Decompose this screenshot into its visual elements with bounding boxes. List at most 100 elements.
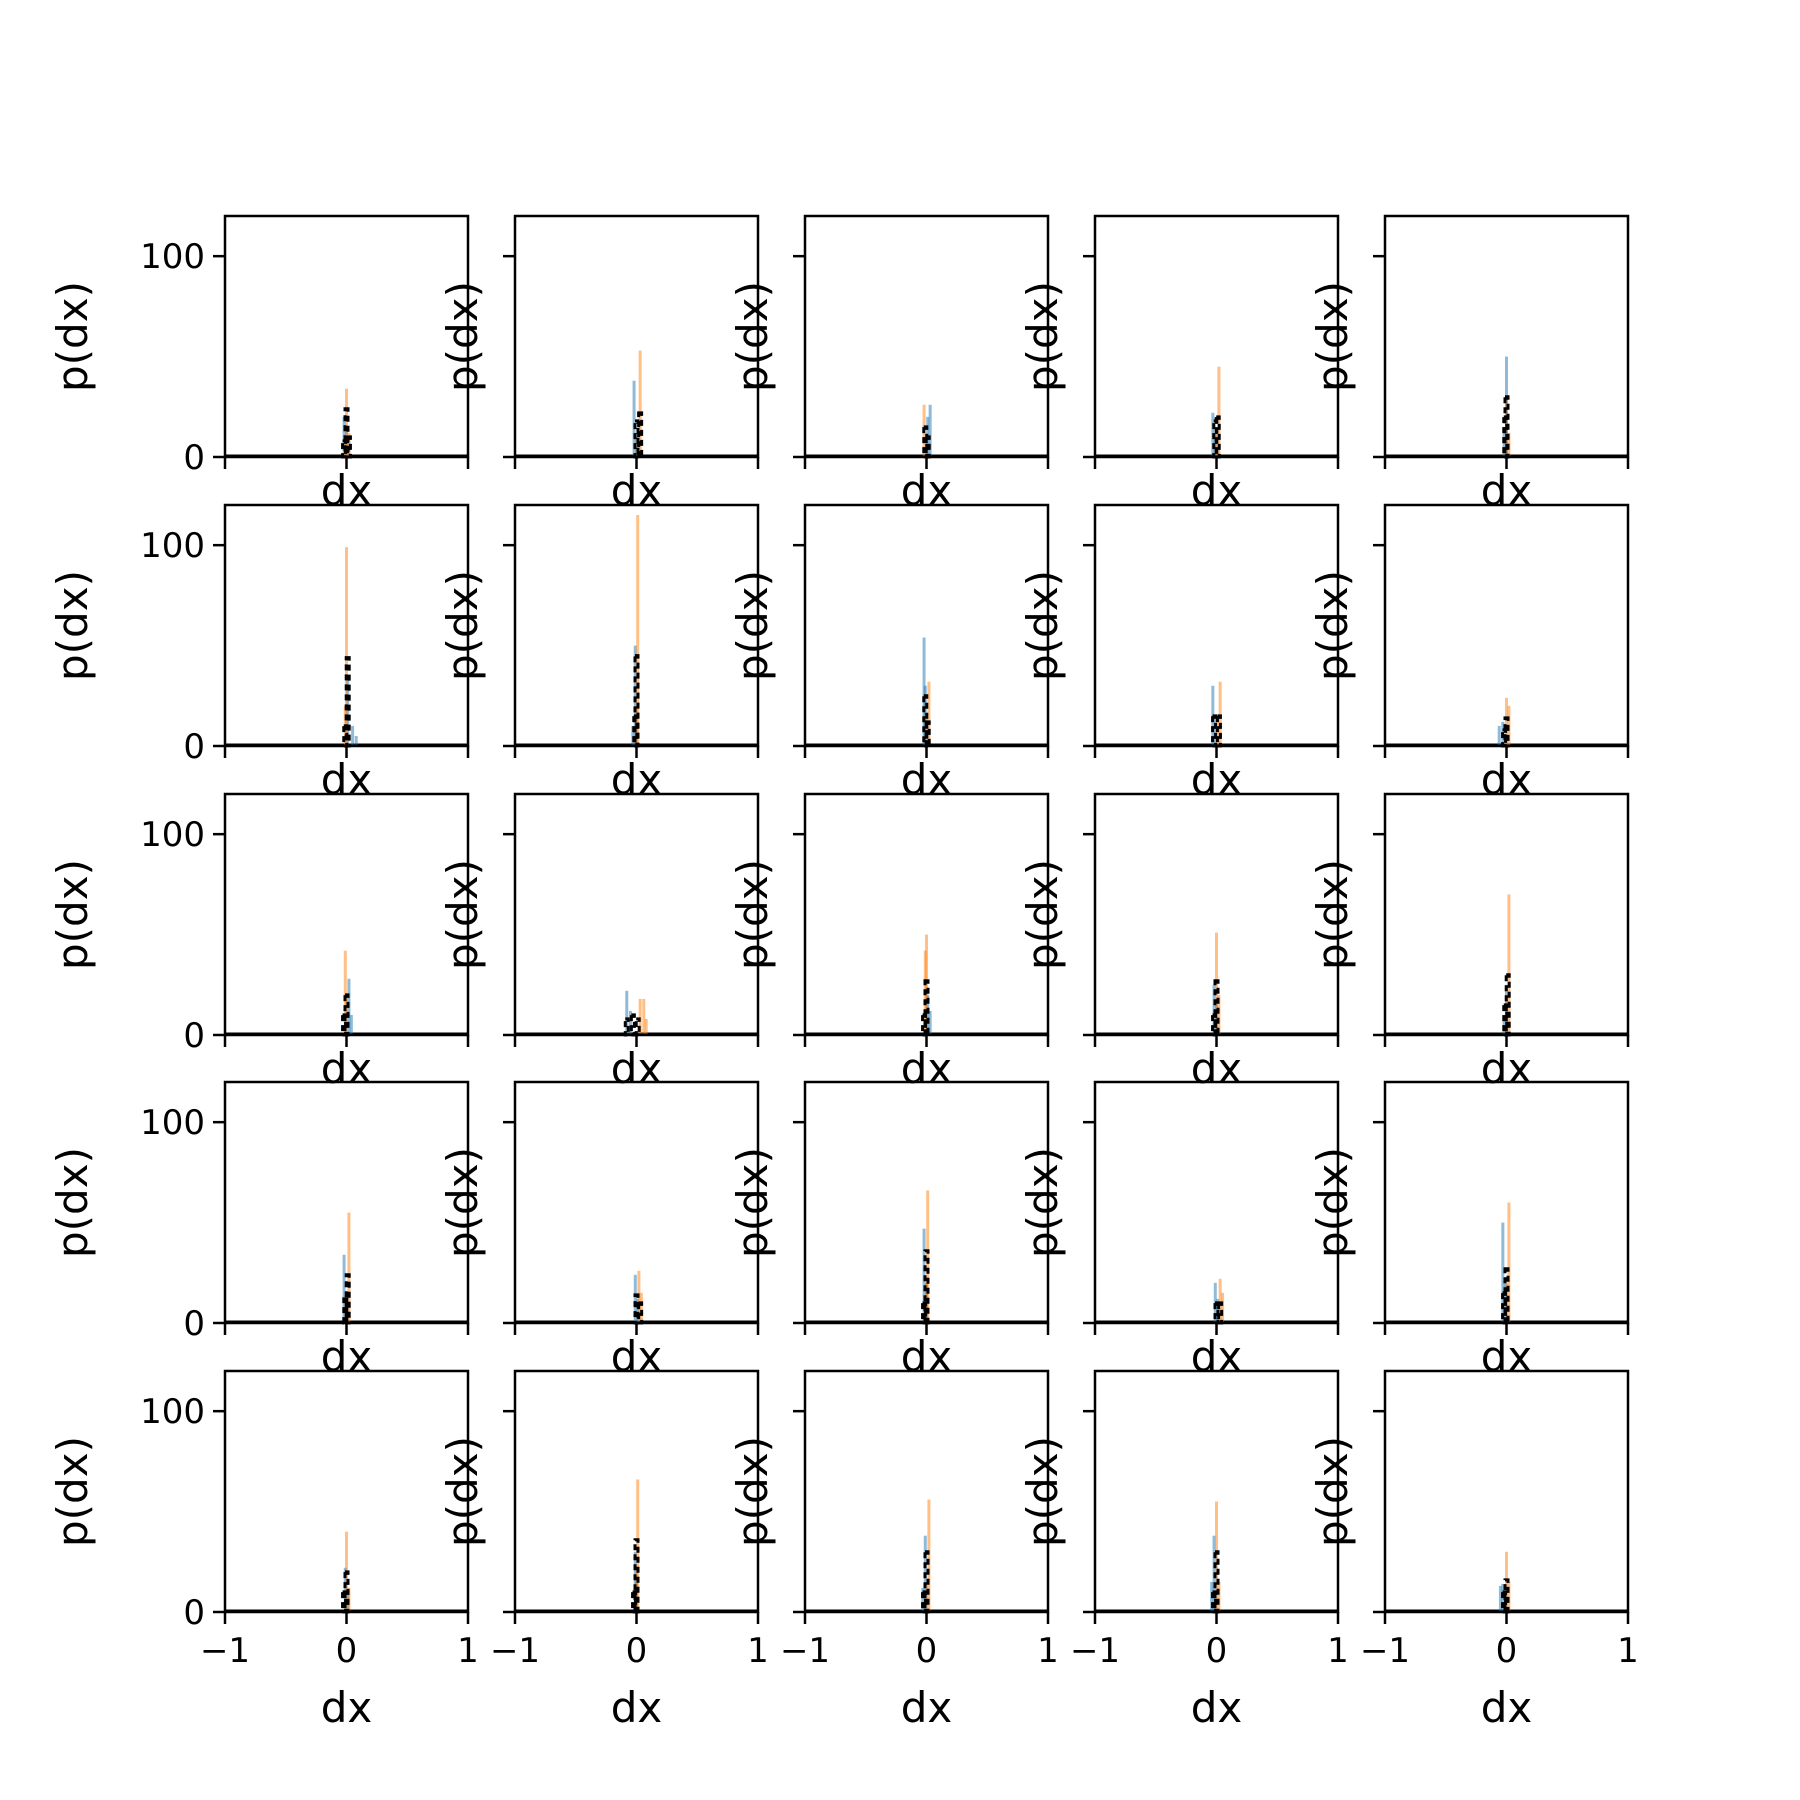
x-tick-label: −1 bbox=[1070, 1631, 1120, 1671]
y-axis-label: p(dx) bbox=[728, 1147, 777, 1258]
histogram-bar-orange bbox=[1507, 894, 1511, 1035]
y-axis-label: p(dx) bbox=[1308, 281, 1357, 392]
y-axis-label: p(dx) bbox=[728, 859, 777, 970]
x-axis-label: dx bbox=[1191, 1332, 1243, 1381]
histogram-bar-orange bbox=[1507, 1202, 1511, 1323]
y-axis-label: p(dx) bbox=[438, 570, 487, 681]
y-axis-label: p(dx) bbox=[1308, 570, 1357, 681]
histogram-bar-blue bbox=[1497, 725, 1501, 746]
x-axis-label: dx bbox=[1191, 1683, 1243, 1732]
x-tick-label: 1 bbox=[457, 1631, 479, 1671]
y-axis-label: p(dx) bbox=[1018, 281, 1067, 392]
y-axis-label: p(dx) bbox=[1018, 1436, 1067, 1547]
histogram-bar-orange bbox=[1215, 432, 1218, 457]
x-axis-label: dx bbox=[321, 1683, 373, 1732]
x-axis-label: dx bbox=[1481, 466, 1533, 515]
y-tick-label: 100 bbox=[140, 526, 205, 566]
x-axis-label: dx bbox=[611, 1683, 663, 1732]
y-axis-label: p(dx) bbox=[438, 859, 487, 970]
histogram-bar-orange bbox=[1218, 681, 1222, 746]
histogram-bar-blue bbox=[1501, 1222, 1505, 1323]
histogram-bar-orange bbox=[1218, 1278, 1222, 1323]
x-tick-label: 0 bbox=[1206, 1631, 1228, 1671]
histogram-bar-orange bbox=[639, 1292, 643, 1323]
histogram-bar-orange bbox=[642, 998, 646, 1035]
x-tick-label: −1 bbox=[490, 1631, 540, 1671]
histogram-bar-blue bbox=[631, 725, 635, 746]
y-tick-label: 0 bbox=[183, 1304, 205, 1344]
y-tick-label: 0 bbox=[183, 727, 205, 767]
x-axis-label: dx bbox=[1481, 1044, 1533, 1093]
x-axis-label: dx bbox=[611, 1044, 663, 1093]
histogram-bar-orange bbox=[636, 515, 640, 746]
histogram-bar-orange bbox=[345, 388, 348, 457]
x-axis-label: dx bbox=[321, 755, 373, 804]
y-axis-label: p(dx) bbox=[728, 1436, 777, 1547]
x-tick-label: 0 bbox=[916, 1631, 938, 1671]
x-axis-label: dx bbox=[1191, 1044, 1243, 1093]
histogram-bar-blue bbox=[928, 404, 932, 457]
x-axis-label: dx bbox=[321, 1044, 373, 1093]
x-axis-label: dx bbox=[1191, 466, 1243, 515]
y-axis-label: p(dx) bbox=[728, 570, 777, 681]
histogram-bar-blue bbox=[928, 1010, 932, 1035]
x-tick-label: 1 bbox=[1037, 1631, 1059, 1671]
histogram-bar-orange bbox=[644, 1018, 648, 1035]
y-tick-label: 0 bbox=[183, 438, 205, 478]
histogram-bar-blue bbox=[625, 990, 629, 1035]
histogram-bar-orange bbox=[345, 547, 348, 746]
y-axis-label: p(dx) bbox=[48, 1436, 97, 1547]
x-axis-label: dx bbox=[611, 466, 663, 515]
x-axis-label: dx bbox=[901, 755, 953, 804]
histogram-bar-orange bbox=[1505, 697, 1508, 746]
y-axis-label: p(dx) bbox=[1018, 570, 1067, 681]
histogram-bar-blue bbox=[921, 1587, 925, 1612]
x-tick-label: −1 bbox=[780, 1631, 830, 1671]
y-tick-label: 0 bbox=[183, 1016, 205, 1056]
x-axis-label: dx bbox=[611, 755, 663, 804]
histogram-bar-blue bbox=[351, 725, 355, 746]
y-axis-label: p(dx) bbox=[438, 1147, 487, 1258]
y-axis-label: p(dx) bbox=[1308, 1436, 1357, 1547]
histogram-bar-orange bbox=[926, 1190, 930, 1323]
histogram-bar-orange bbox=[1217, 1581, 1221, 1612]
y-axis-label: p(dx) bbox=[48, 281, 97, 392]
histogram-bar-orange bbox=[347, 1212, 351, 1323]
x-axis-label: dx bbox=[901, 1044, 953, 1093]
histogram-bar-orange bbox=[1217, 994, 1221, 1035]
histogram-bar-orange bbox=[1217, 366, 1221, 457]
histogram-bar-blue bbox=[632, 380, 636, 457]
y-axis-label: p(dx) bbox=[1018, 1147, 1067, 1258]
x-axis-label: dx bbox=[321, 466, 373, 515]
y-axis-label: p(dx) bbox=[438, 281, 487, 392]
y-axis-label: p(dx) bbox=[48, 570, 97, 681]
y-tick-label: 100 bbox=[140, 1392, 205, 1432]
x-axis-label: dx bbox=[1191, 755, 1243, 804]
x-axis-label: dx bbox=[611, 1332, 663, 1381]
x-axis-label: dx bbox=[1481, 755, 1533, 804]
histogram-bar-orange bbox=[636, 1479, 640, 1612]
axes-frame bbox=[513, 792, 760, 1037]
histogram-bar-orange bbox=[638, 998, 642, 1035]
histogram-bar-blue bbox=[1213, 715, 1217, 746]
y-tick-label: 100 bbox=[140, 237, 205, 277]
histogram-bar-orange bbox=[927, 1499, 931, 1612]
x-axis-label: dx bbox=[901, 466, 953, 515]
histogram-bar-orange bbox=[1221, 1292, 1225, 1323]
x-tick-label: 0 bbox=[336, 1631, 358, 1671]
histogram-bar-blue bbox=[1502, 1014, 1506, 1035]
histogram-bar-orange bbox=[927, 681, 931, 746]
y-tick-label: 0 bbox=[183, 1593, 205, 1633]
x-tick-label: 0 bbox=[626, 1631, 648, 1671]
histogram-bar-blue bbox=[1498, 1585, 1502, 1612]
x-axis-label: dx bbox=[901, 1683, 953, 1732]
histogram-bar-orange bbox=[343, 950, 347, 1035]
x-tick-label: 1 bbox=[1617, 1631, 1639, 1671]
y-tick-label: 100 bbox=[140, 1103, 205, 1143]
y-axis-label: p(dx) bbox=[438, 1436, 487, 1547]
y-axis-label: p(dx) bbox=[48, 1147, 97, 1258]
histogram-bar-orange bbox=[638, 350, 642, 457]
y-axis-label: p(dx) bbox=[1308, 1147, 1357, 1258]
histogram-bar-blue bbox=[354, 735, 358, 746]
x-tick-label: −1 bbox=[200, 1631, 250, 1671]
